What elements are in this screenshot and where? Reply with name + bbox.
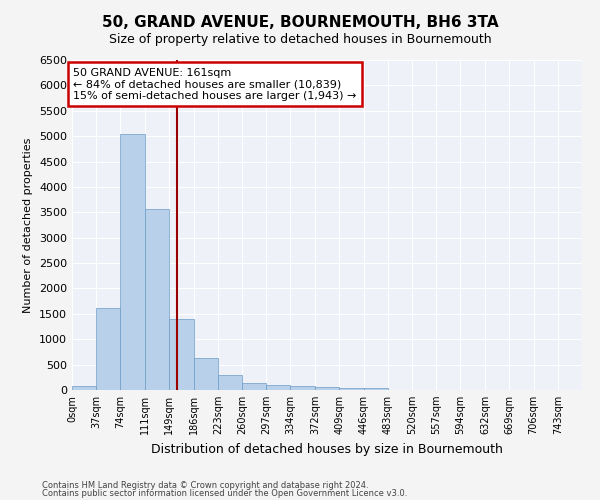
Bar — [218, 376, 242, 390]
Bar — [242, 383, 266, 390]
Text: Contains HM Land Registry data © Crown copyright and database right 2024.: Contains HM Land Registry data © Crown c… — [42, 480, 368, 490]
Y-axis label: Number of detached properties: Number of detached properties — [23, 138, 34, 312]
Text: Contains public sector information licensed under the Open Government Licence v3: Contains public sector information licen… — [42, 489, 407, 498]
X-axis label: Distribution of detached houses by size in Bournemouth: Distribution of detached houses by size … — [151, 442, 503, 456]
Bar — [266, 385, 290, 390]
Text: 50 GRAND AVENUE: 161sqm
← 84% of detached houses are smaller (10,839)
15% of sem: 50 GRAND AVENUE: 161sqm ← 84% of detache… — [73, 68, 356, 101]
Bar — [96, 308, 121, 390]
Text: 50, GRAND AVENUE, BOURNEMOUTH, BH6 3TA: 50, GRAND AVENUE, BOURNEMOUTH, BH6 3TA — [101, 15, 499, 30]
Bar — [194, 358, 218, 390]
Bar — [340, 388, 364, 390]
Bar — [169, 319, 194, 390]
Text: Size of property relative to detached houses in Bournemouth: Size of property relative to detached ho… — [109, 32, 491, 46]
Bar — [290, 386, 314, 390]
Bar — [72, 386, 96, 390]
Bar — [315, 387, 340, 390]
Bar — [364, 388, 388, 390]
Bar — [145, 208, 169, 390]
Bar — [121, 134, 145, 390]
